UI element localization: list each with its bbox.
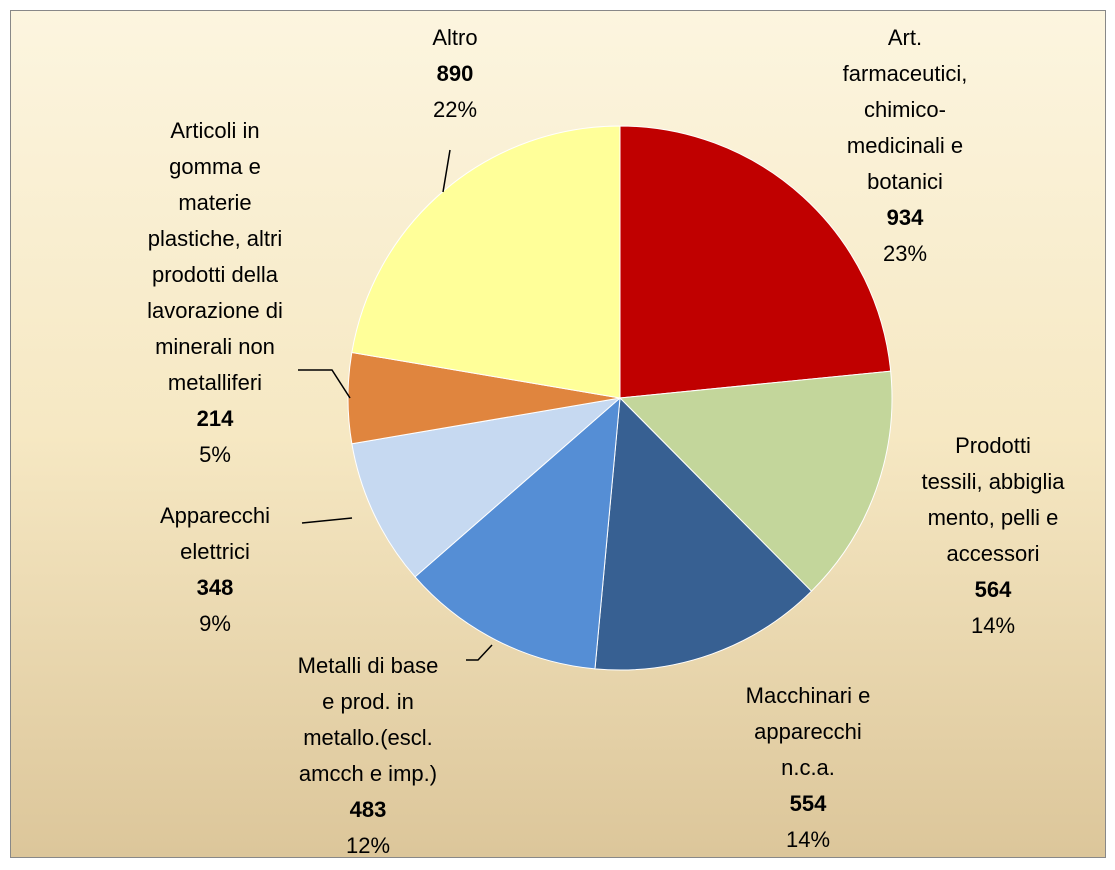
value-label: 554 <box>789 791 827 816</box>
category-label: Articoli in gomma e materie plastiche, a… <box>147 118 283 395</box>
data-label: Metalli di base e prod. in metallo.(escl… <box>253 648 483 864</box>
category-label: Apparecchi elettrici <box>159 503 271 564</box>
percent-label: 9% <box>199 611 231 636</box>
leader-line <box>301 517 353 524</box>
percent-label: 22% <box>432 97 478 122</box>
value-label: 890 <box>436 61 474 86</box>
category-label: Prodotti tessili, abbiglia mento, pelli … <box>921 433 1065 566</box>
category-label: Altro <box>432 25 478 50</box>
pie-slice <box>619 125 892 399</box>
leader-line <box>442 149 451 193</box>
leader-line <box>298 369 351 399</box>
percent-label: 14% <box>785 827 831 852</box>
percent-label: 12% <box>345 833 391 858</box>
data-label: Apparecchi elettrici 348 9% <box>100 498 330 642</box>
percent-label: 23% <box>882 241 928 266</box>
value-label: 483 <box>349 797 387 822</box>
category-label: Macchinari e apparecchi n.c.a. <box>745 683 871 780</box>
data-label: Art. farmaceutici, chimico- medicinali e… <box>790 20 1020 272</box>
value-label: 564 <box>974 577 1012 602</box>
data-label: Altro 890 22% <box>340 20 570 128</box>
percent-label: 5% <box>199 442 231 467</box>
pie-slice <box>351 397 622 578</box>
data-label: Prodotti tessili, abbiglia mento, pelli … <box>878 428 1108 644</box>
pie-slice <box>351 125 621 399</box>
data-label: Macchinari e apparecchi n.c.a. 554 14% <box>693 678 923 858</box>
pie-slice <box>414 396 621 670</box>
value-label: 348 <box>196 575 234 600</box>
value-label: 934 <box>886 205 924 230</box>
category-label: Art. farmaceutici, chimico- medicinali e… <box>842 25 968 194</box>
pie-slice <box>618 370 893 592</box>
category-label: Metalli di base e prod. in metallo.(escl… <box>297 653 439 786</box>
pie-slice <box>594 396 813 671</box>
percent-label: 14% <box>970 613 1016 638</box>
value-label: 214 <box>196 406 234 431</box>
data-label: Articoli in gomma e materie plastiche, a… <box>100 113 330 473</box>
leader-line <box>466 644 493 661</box>
